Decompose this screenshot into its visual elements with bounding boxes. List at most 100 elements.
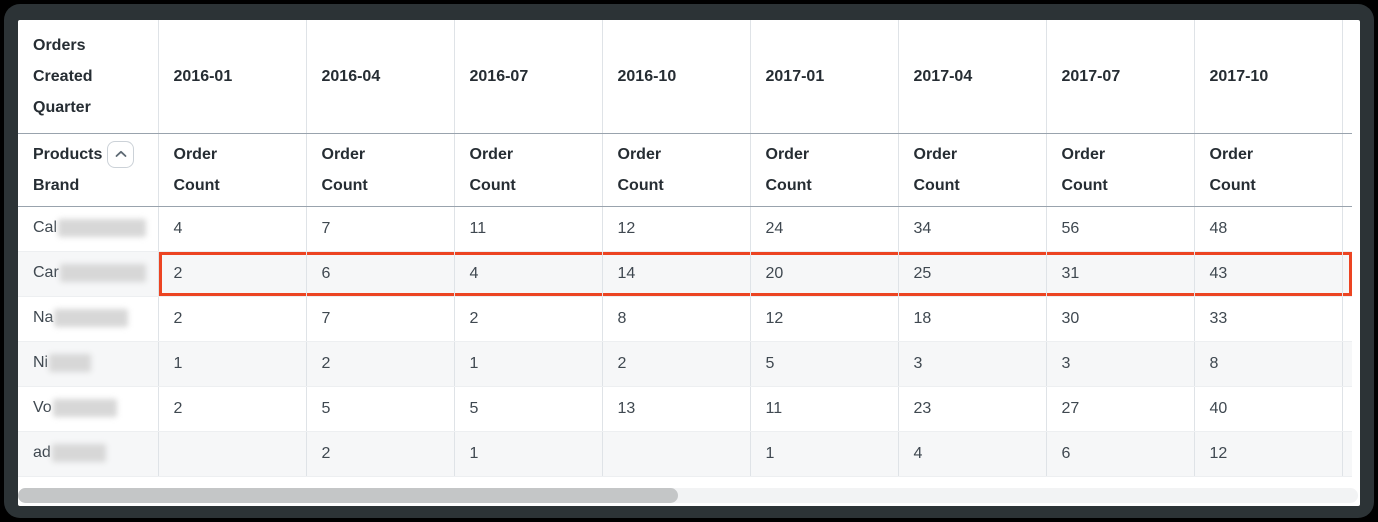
order-count-cell[interactable]: 23 — [897, 386, 1046, 432]
measure-header-order-count[interactable]: Order Count — [1045, 133, 1194, 207]
brand-name-prefix: ad — [33, 444, 51, 462]
order-count-cell[interactable]: 12 — [601, 206, 750, 252]
clipped-column-sliver — [1341, 341, 1352, 387]
order-count-cell[interactable]: 14 — [601, 251, 750, 297]
collapse-row-headers-button[interactable] — [107, 140, 135, 168]
order-count-cell[interactable]: 2 — [453, 296, 602, 342]
clipped-column-sliver — [1341, 386, 1352, 432]
order-count-cell[interactable]: 8 — [601, 296, 750, 342]
row-dimension-header-products-brand[interactable]: Products Brand — [18, 133, 158, 207]
order-count-cell[interactable]: 12 — [1193, 431, 1342, 477]
clipped-column-sliver — [1341, 251, 1352, 297]
order-count-cell[interactable]: 6 — [305, 251, 454, 297]
order-count-cell[interactable]: 2 — [601, 341, 750, 387]
horizontal-scrollbar-track[interactable] — [18, 488, 1358, 503]
measure-header-order-count[interactable]: Order Count — [601, 133, 750, 207]
row-dimension-label-line2: Brand — [33, 176, 80, 194]
order-count-cell[interactable]: 2 — [305, 431, 454, 477]
order-count-cell[interactable]: 2 — [157, 386, 306, 432]
column-header-quarter[interactable]: 2017-04 — [897, 20, 1046, 134]
redacted-brand-text — [51, 444, 106, 463]
order-count-cell[interactable]: 11 — [453, 206, 602, 252]
table-row: Cal 4 7 11 12 24 34 56 48 — [18, 206, 1352, 252]
order-count-cell[interactable]: 4 — [157, 206, 306, 252]
measure-header-order-count[interactable]: Order Count — [749, 133, 898, 207]
order-count-cell[interactable]: 2 — [157, 251, 306, 297]
column-header-quarter[interactable]: 2016-01 — [157, 20, 306, 134]
order-count-cell[interactable]: 7 — [305, 206, 454, 252]
order-count-cell[interactable]: 2 — [157, 296, 306, 342]
row-dimension-label-line1: Products — [33, 145, 103, 163]
column-header-quarter[interactable]: 2016-04 — [305, 20, 454, 134]
order-count-cell[interactable]: 25 — [897, 251, 1046, 297]
table-row: Vo 2 5 5 13 11 23 27 40 — [18, 386, 1352, 432]
order-count-cell[interactable] — [157, 431, 306, 477]
row-header-brand[interactable]: Cal — [18, 206, 158, 252]
column-header-quarter[interactable]: 2017-07 — [1045, 20, 1194, 134]
table-row: Ni 1 2 1 2 5 3 3 8 — [18, 341, 1352, 387]
order-count-cell[interactable]: 30 — [1045, 296, 1194, 342]
order-count-cell[interactable]: 1 — [157, 341, 306, 387]
order-count-cell[interactable]: 43 — [1193, 251, 1342, 297]
chevron-up-icon — [115, 151, 127, 158]
order-count-cell[interactable]: 20 — [749, 251, 898, 297]
row-header-brand[interactable]: Ni — [18, 341, 158, 387]
order-count-cell[interactable]: 56 — [1045, 206, 1194, 252]
column-header-quarter[interactable]: 2016-07 — [453, 20, 602, 134]
order-count-cell[interactable]: 5 — [453, 386, 602, 432]
column-header-quarter[interactable]: 2017-10 — [1193, 20, 1342, 134]
order-count-cell[interactable]: 3 — [897, 341, 1046, 387]
order-count-cell[interactable]: 5 — [305, 386, 454, 432]
order-count-cell[interactable]: 27 — [1045, 386, 1194, 432]
order-count-cell[interactable]: 4 — [453, 251, 602, 297]
measure-header-row: Products Brand Order Count Order Count Order… — [18, 133, 1352, 207]
brand-name-prefix: Ni — [33, 354, 49, 372]
brand-name-prefix: Cal — [33, 219, 58, 237]
table-viewport: Orders Created Quarter 2016-01 2016-04 2016… — [18, 20, 1360, 506]
order-count-cell[interactable]: 34 — [897, 206, 1046, 252]
order-count-cell[interactable]: 2 — [305, 341, 454, 387]
measure-header-order-count[interactable]: Order Count — [157, 133, 306, 207]
order-count-cell[interactable] — [601, 431, 750, 477]
order-count-cell[interactable]: 33 — [1193, 296, 1342, 342]
order-count-cell[interactable]: 6 — [1045, 431, 1194, 477]
measure-header-order-count[interactable]: Order Count — [1193, 133, 1342, 207]
order-count-cell[interactable]: 40 — [1193, 386, 1342, 432]
order-count-cell[interactable]: 7 — [305, 296, 454, 342]
order-count-cell[interactable]: 1 — [453, 431, 602, 477]
window-frame: Orders Created Quarter 2016-01 2016-04 2016… — [4, 4, 1374, 518]
order-count-cell[interactable]: 1 — [749, 431, 898, 477]
redacted-brand-text — [52, 399, 117, 418]
measure-header-order-count[interactable]: Order Count — [305, 133, 454, 207]
order-count-cell[interactable]: 5 — [749, 341, 898, 387]
order-count-cell[interactable]: 1 — [453, 341, 602, 387]
row-header-brand[interactable]: Vo — [18, 386, 158, 432]
pivot-table: Orders Created Quarter 2016-01 2016-04 2016… — [18, 20, 1352, 477]
order-count-cell[interactable]: 11 — [749, 386, 898, 432]
clipped-column-sliver — [1341, 431, 1352, 477]
order-count-cell[interactable]: 31 — [1045, 251, 1194, 297]
order-count-cell[interactable]: 13 — [601, 386, 750, 432]
row-header-brand[interactable]: Na — [18, 296, 158, 342]
order-count-cell[interactable]: 18 — [897, 296, 1046, 342]
order-count-cell[interactable]: 12 — [749, 296, 898, 342]
order-count-cell[interactable]: 4 — [897, 431, 1046, 477]
order-count-cell[interactable]: 8 — [1193, 341, 1342, 387]
measure-header-order-count[interactable]: Order Count — [897, 133, 1046, 207]
brand-name-prefix: Car — [33, 264, 59, 282]
redacted-brand-text — [58, 219, 147, 238]
order-count-cell[interactable]: 24 — [749, 206, 898, 252]
brand-name-prefix: Na — [33, 309, 54, 327]
row-header-brand[interactable]: Car — [18, 251, 158, 297]
order-count-cell[interactable]: 48 — [1193, 206, 1342, 252]
column-header-quarter[interactable]: 2016-10 — [601, 20, 750, 134]
table-header: Orders Created Quarter 2016-01 2016-04 2016… — [18, 20, 1352, 207]
measure-header-order-count[interactable]: Order Count — [453, 133, 602, 207]
order-count-cell[interactable]: 3 — [1045, 341, 1194, 387]
table-row: ad 2 1 1 4 6 12 — [18, 431, 1352, 477]
horizontal-scrollbar-thumb[interactable] — [18, 488, 678, 503]
row-header-brand[interactable]: ad — [18, 431, 158, 477]
brand-name-prefix: Vo — [33, 399, 52, 417]
column-header-quarter[interactable]: 2017-01 — [749, 20, 898, 134]
clipped-column-sliver — [1341, 20, 1352, 134]
